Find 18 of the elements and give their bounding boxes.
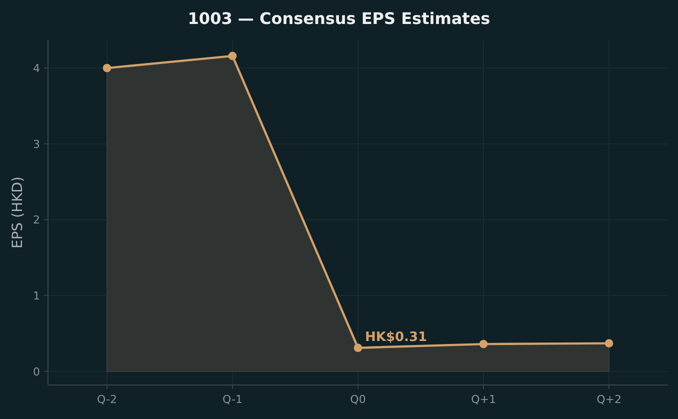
y-tick-label: 0	[33, 365, 40, 378]
x-tick-label: Q-2	[97, 393, 117, 406]
y-tick-label: 1	[33, 290, 40, 303]
x-tick-label: Q+1	[471, 393, 496, 406]
point	[479, 340, 488, 348]
y-axis-title: EPS (HKD)	[10, 176, 26, 249]
point	[354, 344, 362, 352]
x-tick-label: Q+2	[596, 393, 622, 406]
point	[102, 64, 112, 72]
point	[604, 339, 614, 348]
chart-title: 1003 — Consensus EPS Estimates	[188, 9, 490, 28]
x-tick-label: Q0	[350, 393, 366, 406]
x-tick-label: Q-1	[222, 393, 242, 406]
y-tick-label: 4	[33, 62, 40, 76]
y-tick-label: 3	[33, 138, 40, 151]
annotation: HK$0.31	[365, 330, 428, 345]
point	[228, 52, 237, 60]
y-tick-label: 2	[33, 214, 40, 227]
